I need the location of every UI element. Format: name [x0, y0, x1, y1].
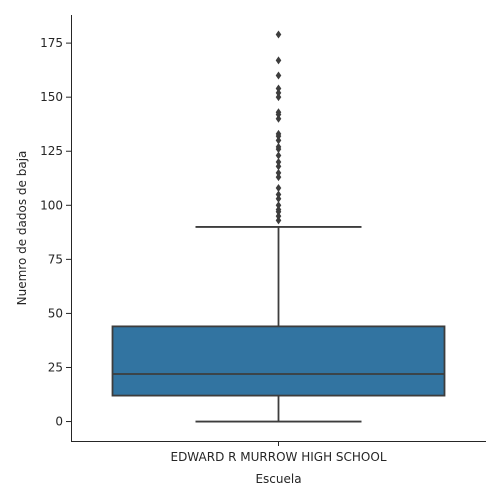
x-axis-label: Escuela: [255, 472, 301, 486]
box-group: [111, 30, 446, 423]
x-ticks: EDWARD R MURROW HIGH SCHOOL: [170, 441, 387, 464]
y-tick-label: 75: [48, 252, 63, 266]
y-tick-label: 125: [40, 144, 63, 158]
boxes: [111, 30, 446, 423]
iqr-box: [111, 325, 446, 397]
y-tick-label: 25: [48, 360, 63, 374]
outlier-point: [275, 93, 282, 102]
outlier-point: [275, 173, 282, 182]
outlier-point: [275, 30, 282, 39]
y-tick-label: 150: [40, 90, 63, 104]
y-tick-label: 100: [40, 198, 63, 212]
outlier-point: [275, 56, 282, 65]
outlier-point: [275, 216, 282, 225]
outlier-point: [275, 142, 282, 151]
outlier-point: [275, 136, 282, 145]
outlier-point: [275, 158, 282, 167]
outlier-point: [275, 84, 282, 93]
outlier-point: [275, 114, 282, 123]
outlier-point: [275, 183, 282, 192]
outlier-point: [275, 190, 282, 199]
outlier-point: [275, 168, 282, 177]
y-ticks: 0 25 50 75 100 125 150 175: [40, 36, 71, 429]
outlier-point: [275, 194, 282, 203]
outlier-point: [275, 201, 282, 210]
outlier-point: [275, 205, 282, 214]
outlier-point: [275, 88, 282, 97]
y-tick-label: 175: [40, 36, 63, 50]
outlier-point: [275, 129, 282, 138]
x-tick-label: EDWARD R MURROW HIGH SCHOOL: [170, 450, 386, 464]
y-tick-label: 0: [55, 415, 63, 429]
outlier-point: [275, 212, 282, 221]
y-tick-label: 50: [48, 306, 63, 320]
outlier-point: [275, 151, 282, 160]
outlier-point: [275, 71, 282, 80]
outlier-point: [275, 108, 282, 117]
y-axis-label: Nuemro de dados de baja: [15, 151, 29, 306]
outlier-point: [275, 162, 282, 171]
